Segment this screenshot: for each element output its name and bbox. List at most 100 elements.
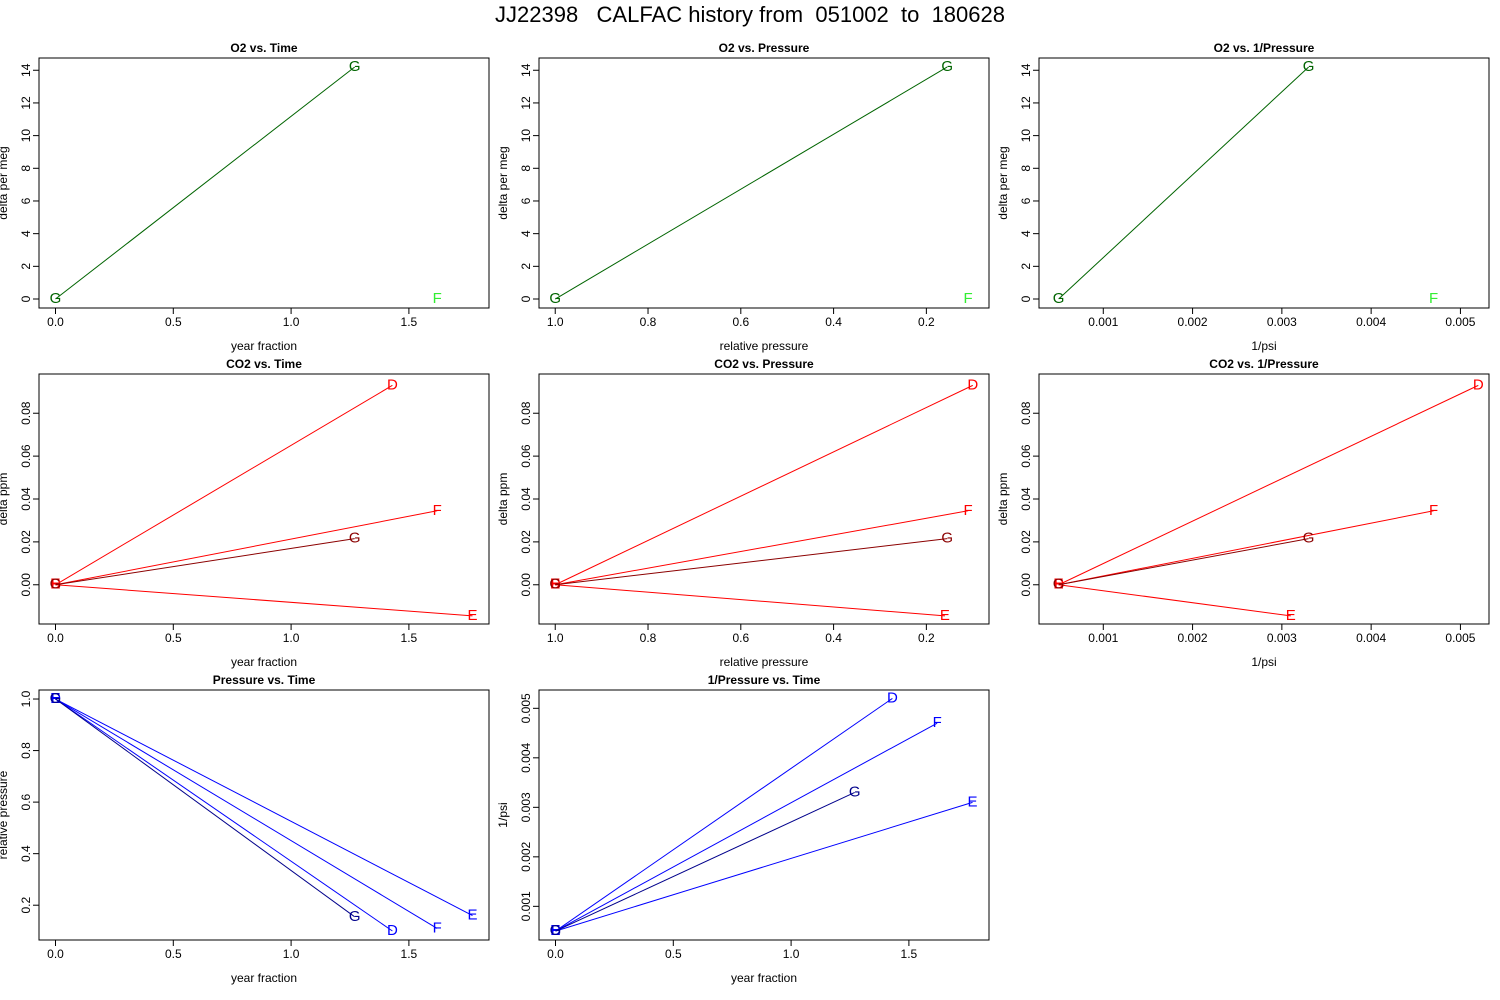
x-axis-label: year fraction [231,971,297,985]
y-axis-label: delta ppm [496,473,510,526]
x-tick-label: 0.8 [640,315,657,329]
plot-frame [38,373,490,625]
data-point-label-F: F [51,576,60,593]
chart-title: CO2 vs. Time [226,357,302,371]
x-tick-label: 0.6 [732,315,749,329]
data-point-label-E: E [50,690,60,707]
y-tick-label: 0.4 [19,845,33,862]
y-tick-label: 0.06 [19,444,33,468]
x-axis-label: 1/psi [1251,655,1276,669]
data-point-label-F: F [1429,502,1438,519]
x-tick-label: 0.0 [47,631,64,645]
y-tick-label: 1.0 [19,690,33,707]
data-point-label-F: F [933,714,942,731]
series-line-F [555,722,938,932]
data-point-label-G: G [849,783,861,800]
y-tick-label: 0.004 [519,742,533,772]
y-tick-label: 14 [1019,63,1033,77]
data-point-label-F: F [51,690,60,707]
data-point-label-G: G [50,690,62,707]
y-tick-label: 0.002 [519,841,533,871]
data-point-label-D: D [387,376,398,393]
series-line-G [55,66,356,300]
y-axis-label: relative pressure [0,770,10,859]
data-point-label-G: G [1303,530,1315,547]
x-axis-label: relative pressure [720,655,809,669]
y-axis-label: delta ppm [996,473,1010,526]
x-tick-label: 0.4 [825,631,842,645]
chart-panel-3: O2 vs. 1/Pressure 0.001 0.002 0.003 0.004 0.0… [996,41,1490,353]
data-point-label-D: D [967,376,978,393]
data-point-label-E: E [1286,607,1296,624]
y-tick-label: 0.08 [19,401,33,425]
y-tick-label: 0.00 [1019,573,1033,597]
chart-panel-8: 1/Pressure vs. Time 0.0 0.5 1.0 1.5 0.001 0.00… [496,673,990,985]
x-tick-label: 0.003 [1267,315,1297,329]
x-tick-label: 0.002 [1178,315,1208,329]
x-tick-label: 1.0 [283,631,300,645]
chart-panel-2: O2 vs. Pressure 1.0 0.8 0.6 0.4 0.2 0 2 4 6 8 10 12 1… [496,41,990,353]
x-tick-label: 0.2 [918,315,935,329]
x-tick-label: 0.0 [47,947,64,961]
data-point-label-D: D [1053,576,1064,593]
chart-panel-6: CO2 vs. 1/Pressure 0.001 0.002 0.003 0.004 0.… [996,357,1490,669]
data-point-label-G: G [50,290,62,307]
y-tick-label: 14 [19,63,33,77]
series-line-F [555,510,969,586]
y-tick-label: 0.2 [19,897,33,914]
series-line-G [1058,66,1309,300]
data-point-label-F: F [433,290,442,307]
x-tick-label: 1.0 [547,631,564,645]
x-tick-label: 1.5 [401,315,418,329]
x-tick-label: 0.8 [640,631,657,645]
chart-panel-5: CO2 vs. Pressure 1.0 0.8 0.6 0.4 0.2 0.00 0.02 0… [496,357,990,669]
chart-title: CO2 vs. 1/Pressure [1209,357,1319,371]
y-tick-label: 0.005 [519,693,533,723]
series-line-D [555,698,893,932]
y-tick-label: 6 [1019,197,1033,204]
x-axis-label: 1/psi [1251,339,1276,353]
y-tick-label: 2 [1019,263,1033,270]
y-axis-label: delta per meg [0,146,10,219]
y-tick-label: 12 [19,96,33,110]
data-point-label-G: G [1053,290,1065,307]
x-tick-label: 1.0 [547,315,564,329]
y-tick-label: 0.02 [1019,530,1033,554]
data-point-label-F: F [964,502,973,519]
y-axis-label: delta per meg [996,146,1010,219]
x-axis-label: year fraction [731,971,797,985]
series-line-F [1058,510,1434,586]
y-axis-label: delta per meg [496,146,510,219]
y-tick-label: 0.04 [19,487,33,511]
x-tick-label: 0.001 [1088,315,1118,329]
x-tick-label: 1.0 [783,947,800,961]
x-tick-label: 0.5 [665,947,682,961]
data-point-label-E: E [968,793,978,810]
y-tick-label: 8 [1019,165,1033,172]
y-tick-label: 8 [519,165,533,172]
y-tick-label: 0.02 [519,530,533,554]
data-point-label-D: D [50,576,61,593]
chart-title: Pressure vs. Time [213,673,316,687]
series-line-D [555,384,973,586]
x-tick-label: 0.002 [1178,631,1208,645]
y-tick-label: 14 [519,63,533,77]
data-point-label-D: D [550,576,561,593]
y-tick-label: 0.04 [1019,487,1033,511]
y-tick-label: 0.6 [19,793,33,810]
plot-frame [538,689,990,941]
x-axis-label: year fraction [231,339,297,353]
x-tick-label: 0.0 [47,315,64,329]
data-point-label-G: G [50,576,62,593]
y-tick-label: 0.02 [19,530,33,554]
series-line-E [555,584,945,617]
x-tick-label: 0.004 [1356,631,1386,645]
y-tick-label: 4 [19,230,33,237]
y-tick-label: 0.003 [519,792,533,822]
data-point-label-E: E [550,576,560,593]
y-tick-label: 10 [1019,129,1033,143]
data-point-label-E: E [468,607,478,624]
y-tick-label: 6 [519,197,533,204]
data-point-label-D: D [387,922,398,939]
